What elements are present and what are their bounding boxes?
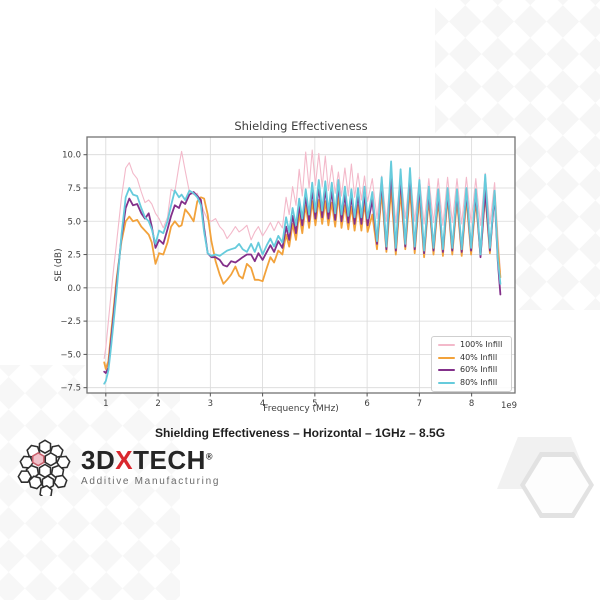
chart-title: Shielding Effectiveness — [234, 119, 368, 133]
x-tick-label: 3 — [208, 399, 213, 409]
y-tick-label: 2.5 — [67, 251, 81, 261]
x-tick-label: 1 — [103, 399, 108, 409]
y-tick-label: 0.0 — [67, 284, 81, 294]
molecule-icon — [16, 439, 72, 496]
brand-x: X — [115, 445, 134, 475]
series-line — [103, 149, 501, 359]
legend-item-40-infill: 40% Infill — [438, 352, 505, 362]
legend-label: 60% Infill — [460, 365, 498, 375]
legend-swatch-pink — [438, 344, 455, 346]
x-tick-label: 4 — [260, 399, 265, 409]
chart-legend: 100% Infill 40% Infill 60% Infill 80% In… — [431, 336, 512, 392]
brand-tagline: Additive Manufacturing — [81, 476, 221, 487]
y-tick-label: −2.5 — [60, 317, 81, 327]
y-tick-label: 5.0 — [67, 217, 81, 227]
legend-label: 40% Infill — [460, 352, 498, 362]
registered-mark: ® — [205, 451, 214, 462]
legend-swatch-cyan — [438, 381, 455, 384]
brand-tech: TECH — [133, 445, 206, 475]
brand-name: 3DXTECH® — [81, 447, 220, 473]
y-tick-label: −7.5 — [60, 384, 81, 394]
brand-logo: 3DXTECH® Additive Manufacturing — [16, 438, 220, 496]
series-line — [103, 160, 502, 385]
x-tick-label: 5 — [312, 399, 317, 409]
y-axis-label: SE (dB) — [54, 248, 64, 282]
x-axis-offset-label: 1e9 — [500, 401, 517, 411]
legend-item-60-infill: 60% Infill — [438, 366, 505, 374]
x-tick-label: 6 — [364, 399, 369, 409]
figure-caption: Shielding Effectiveness – Horizontal – 1… — [154, 426, 446, 440]
legend-item-100-infill: 100% Infill — [438, 341, 505, 349]
y-tick-label: −5.0 — [60, 350, 81, 360]
x-axis-label: Frequency (MHz) — [263, 404, 339, 414]
plot-frame — [86, 136, 516, 394]
legend-item-80-infill: 80% Infill — [438, 377, 505, 387]
legend-swatch-orange — [438, 356, 455, 359]
x-tick-label: 8 — [469, 399, 474, 409]
legend-swatch-purple — [438, 369, 455, 372]
logo-text: 3DXTECH® Additive Manufacturing — [81, 447, 220, 487]
brand-3d: 3D — [81, 445, 116, 475]
x-tick-label: 7 — [417, 399, 422, 409]
x-tick-label: 2 — [155, 399, 160, 409]
legend-label: 80% Infill — [460, 377, 498, 387]
y-tick-label: 10.0 — [62, 151, 81, 161]
legend-label: 100% Infill — [460, 340, 503, 349]
y-tick-label: 7.5 — [67, 184, 81, 194]
